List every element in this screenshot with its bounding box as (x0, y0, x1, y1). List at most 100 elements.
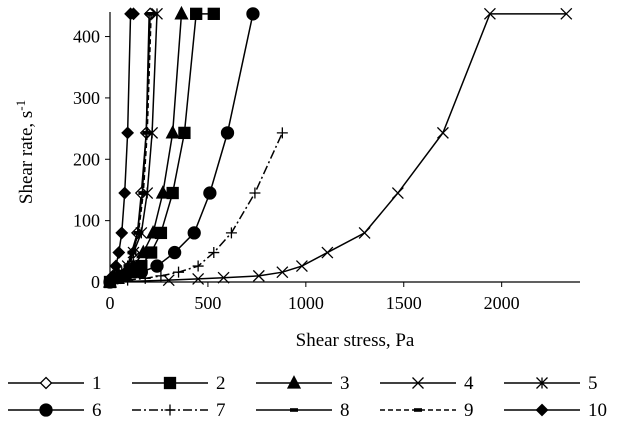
series-10-point (121, 126, 135, 140)
y-axis-title: Shear rate, s-1 (13, 100, 37, 204)
series-7 (104, 127, 288, 288)
series-7-line (109, 132, 284, 283)
series-2-point (166, 186, 179, 200)
series-3-point (136, 244, 151, 259)
series-3-point (174, 5, 189, 20)
series-10-point (115, 226, 129, 240)
y-tick-label: 100 (73, 211, 100, 231)
series-5-point (146, 126, 159, 139)
series-7-point (192, 260, 204, 272)
series-2-line (109, 13, 214, 283)
legend-label: 6 (92, 400, 102, 421)
series-10-point (106, 269, 120, 283)
legend-item-7: 7 (132, 400, 226, 421)
legend-label: 3 (340, 373, 350, 394)
legend-item-1: 1 (8, 373, 102, 394)
legend-label: 5 (588, 373, 598, 394)
series-4-point (436, 126, 449, 139)
legend-swatch-marker (39, 403, 53, 417)
legend-swatch-marker (286, 375, 302, 389)
y-tick-label: 400 (73, 27, 100, 47)
legend-label: 2 (216, 373, 226, 394)
series-2-point (190, 7, 203, 20)
y-tick-label: 300 (73, 88, 100, 108)
series-4-point (391, 187, 404, 199)
x-axis-title: Shear stress, Pa (296, 330, 415, 351)
legend-item-8: 8 (256, 400, 350, 421)
series-4 (104, 7, 573, 288)
series-2 (103, 7, 220, 289)
legend-item-9: 9 (380, 400, 474, 421)
series-4-point (560, 7, 573, 20)
x-tick-label: 2000 (484, 293, 520, 313)
legend-swatch-marker (290, 408, 298, 412)
series-6-point (150, 259, 164, 273)
plot-area (102, 5, 573, 289)
series-5-line (109, 13, 158, 283)
series-4-point (321, 246, 334, 259)
series-4-point (483, 7, 496, 20)
series-10-line (109, 13, 134, 283)
legend-item-6: 6 (8, 400, 102, 421)
series-6-point (246, 7, 260, 21)
x-tick-label: 1500 (386, 293, 422, 313)
series-9-point (123, 264, 132, 268)
legend-label: 1 (92, 373, 102, 394)
legend-swatch-marker (414, 408, 422, 412)
x-tick-label: 500 (194, 293, 221, 313)
series-10 (103, 7, 140, 289)
series-4-point (276, 266, 289, 279)
legend-swatch-marker (164, 404, 176, 416)
legend-swatch-marker (412, 377, 424, 389)
legend-item-4: 4 (380, 373, 474, 394)
series-3-point (165, 124, 180, 139)
series-7-point (225, 227, 237, 239)
legend-item-2: 2 (132, 373, 226, 394)
legend-item-10: 10 (504, 400, 607, 421)
y-axis-title-text: Shear rate, s (16, 111, 37, 204)
series-7-point (208, 247, 220, 259)
legend-label: 4 (464, 373, 474, 394)
series-3-point (155, 185, 170, 199)
series-6-point (167, 245, 182, 260)
series-6-point (220, 126, 235, 140)
series-4-point (217, 271, 230, 284)
series-9-point (139, 191, 148, 195)
legend: 1 2 3 4 5 6 7 8 9 10 (8, 373, 607, 421)
legend-label: 8 (340, 400, 350, 421)
series-7-point (122, 274, 134, 286)
series-9-point (117, 270, 126, 274)
series-7-point (155, 270, 167, 282)
series-7-point (276, 127, 288, 139)
series-10-point (112, 246, 126, 259)
series-4-point (252, 269, 265, 282)
series-4-point (192, 272, 205, 285)
series-9-point (143, 131, 152, 135)
series-9-point (128, 250, 137, 255)
legend-label: 10 (588, 400, 607, 421)
series-2-point (178, 126, 191, 140)
legend-swatch-marker (163, 376, 177, 390)
series-10-point (109, 259, 123, 273)
legend-swatch-marker (535, 403, 549, 417)
series-9-point (147, 12, 156, 16)
series-6-point (203, 186, 217, 200)
y-tick-label: 200 (73, 149, 100, 169)
x-tick-label: 0 (106, 293, 115, 313)
legend-item-5: 5 (504, 373, 598, 394)
series-7-point (173, 266, 185, 278)
series-3-point (146, 225, 161, 239)
legend-label: 7 (216, 400, 226, 421)
series-9-point (134, 231, 143, 235)
legend-item-3: 3 (256, 373, 350, 394)
y-tick-label: 0 (91, 272, 100, 292)
series-10-point (127, 7, 140, 21)
series-5-point (151, 7, 163, 20)
axes: 0 500 1000 1500 2000 0 100 200 300 400 (73, 12, 580, 313)
series-4-point (295, 260, 308, 273)
y-axis-title-unit-exponent: -1 (13, 100, 28, 111)
series-7-point (139, 272, 151, 284)
series-2-point (207, 7, 220, 20)
legend-swatch-marker (39, 376, 53, 390)
